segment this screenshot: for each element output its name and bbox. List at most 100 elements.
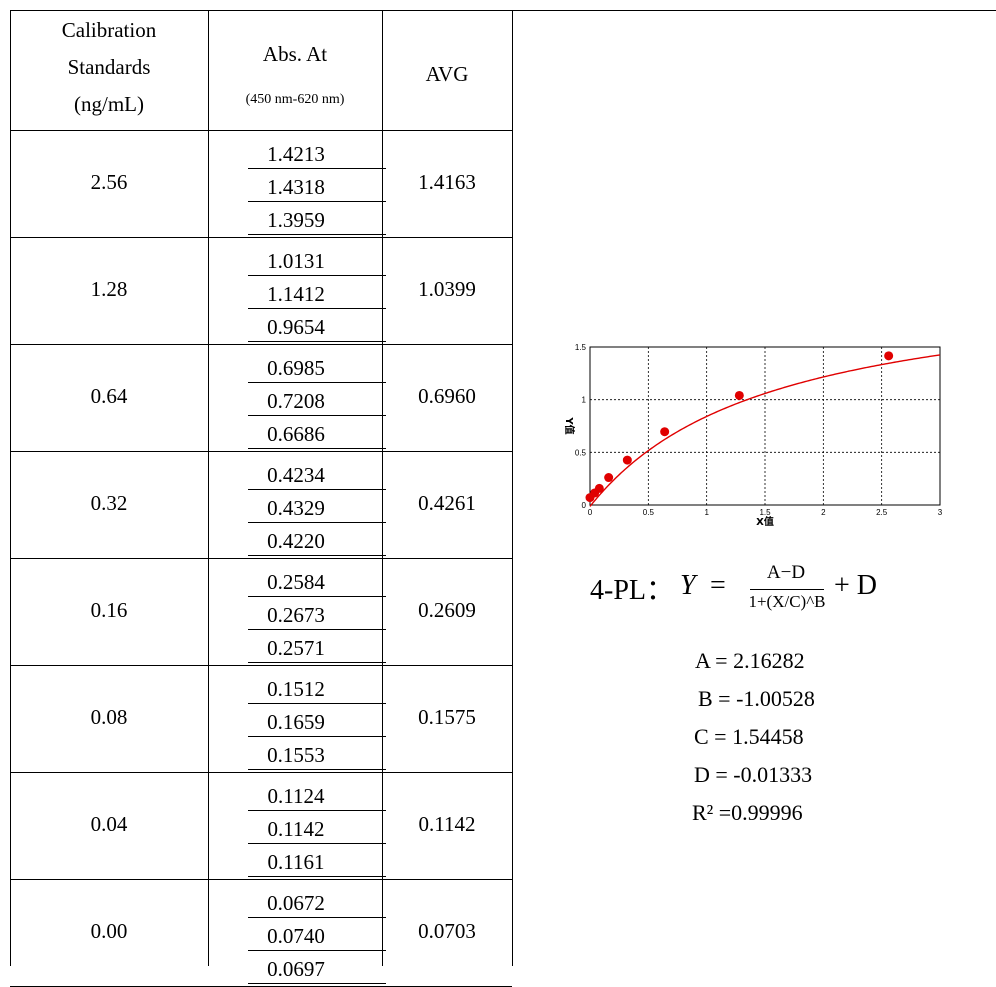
table-row-border bbox=[10, 772, 512, 773]
param-c: C = 1.54458 bbox=[694, 724, 804, 749]
table-column-border bbox=[382, 10, 383, 966]
table-row-border bbox=[10, 344, 512, 345]
x-tick-label: 0.5 bbox=[643, 508, 655, 517]
row-absorbance-value: 0.2571 bbox=[267, 636, 325, 660]
data-point bbox=[594, 483, 604, 493]
row-absorbance-value: 0.2673 bbox=[267, 603, 325, 627]
param-d: D = -0.01333 bbox=[694, 762, 813, 787]
row-absorbance-value: 0.6686 bbox=[267, 422, 325, 446]
row-absorbance-value: 0.6985 bbox=[267, 356, 325, 380]
fit-curve bbox=[589, 354, 941, 507]
row-absorbance-value: 0.0672 bbox=[267, 891, 325, 915]
fraction-bar bbox=[750, 589, 824, 590]
row-absorbance-value: 1.1412 bbox=[267, 282, 325, 306]
row-concentration: 0.32 bbox=[90, 491, 128, 515]
y-axis-label: Y值 bbox=[563, 416, 576, 434]
row-absorbance-value: 1.4213 bbox=[267, 142, 325, 166]
absorbance-underline bbox=[248, 769, 386, 770]
absorbance-underline bbox=[248, 917, 386, 918]
x-tick-label: 3 bbox=[938, 508, 943, 517]
absorbance-underline bbox=[248, 876, 386, 877]
absorbance-underline bbox=[248, 489, 386, 490]
formula-y: Y bbox=[680, 570, 696, 601]
row-absorbance-value: 1.4318 bbox=[267, 175, 325, 199]
absorbance-underline bbox=[248, 596, 386, 597]
header-avg: AVG bbox=[425, 62, 469, 86]
data-point bbox=[884, 351, 894, 361]
row-average: 0.1142 bbox=[418, 812, 476, 836]
absorbance-underline bbox=[248, 703, 386, 704]
x-axis-label: X值 bbox=[756, 515, 774, 528]
absorbance-underline bbox=[248, 341, 386, 342]
row-absorbance-value: 0.1512 bbox=[267, 677, 325, 701]
table-row-border bbox=[10, 879, 512, 880]
plot-area bbox=[589, 346, 941, 506]
formula-plus-d: + D bbox=[834, 570, 878, 601]
row-absorbance-value: 0.1124 bbox=[267, 784, 325, 808]
row-absorbance-value: 0.9654 bbox=[267, 315, 325, 339]
data-point bbox=[734, 390, 744, 400]
y-tick-label: 1 bbox=[582, 396, 587, 405]
formula-prefix: 4-PL： bbox=[590, 575, 675, 606]
row-concentration: 0.16 bbox=[90, 598, 128, 622]
absorbance-underline bbox=[248, 522, 386, 523]
x-tick-label: 2 bbox=[821, 508, 826, 517]
header-standards-line: (ng/mL) bbox=[74, 92, 144, 116]
table-row-border bbox=[10, 451, 512, 452]
absorbance-underline bbox=[248, 415, 386, 416]
row-absorbance-value: 0.1659 bbox=[267, 710, 325, 734]
absorbance-underline bbox=[248, 843, 386, 844]
row-average: 0.0703 bbox=[418, 919, 476, 943]
data-point bbox=[660, 427, 670, 437]
row-absorbance-value: 0.2584 bbox=[267, 570, 325, 594]
absorbance-underline bbox=[248, 950, 386, 951]
four-pl-formula: 4-PL： bbox=[590, 568, 674, 608]
row-absorbance-value: 1.0131 bbox=[267, 249, 325, 273]
absorbance-underline bbox=[248, 234, 386, 235]
row-concentration: 0.00 bbox=[90, 919, 128, 943]
row-absorbance-value: 0.0697 bbox=[267, 957, 325, 981]
x-tick-label: 2.5 bbox=[876, 508, 888, 517]
row-average: 0.1575 bbox=[418, 705, 476, 729]
absorbance-underline bbox=[248, 555, 386, 556]
header-standards-line: Calibration bbox=[61, 18, 157, 42]
absorbance-underline bbox=[248, 629, 386, 630]
table-row-border bbox=[10, 237, 512, 238]
row-absorbance-value: 0.4234 bbox=[267, 463, 325, 487]
table-top-border bbox=[10, 10, 996, 11]
row-average: 1.0399 bbox=[418, 277, 476, 301]
row-absorbance-value: 0.4220 bbox=[267, 529, 325, 553]
row-concentration: 0.64 bbox=[90, 384, 128, 408]
y-tick-label: 0 bbox=[582, 501, 587, 510]
table-column-border bbox=[208, 10, 209, 966]
table-column-border bbox=[10, 10, 11, 966]
header-abs-title: Abs. At bbox=[262, 42, 328, 66]
table-header-border bbox=[10, 130, 512, 131]
absorbance-underline bbox=[248, 810, 386, 811]
formula-equals: = bbox=[710, 570, 726, 601]
absorbance-underline bbox=[248, 736, 386, 737]
table-row-border bbox=[10, 558, 512, 559]
row-absorbance-value: 0.7208 bbox=[267, 389, 325, 413]
row-concentration: 1.28 bbox=[90, 277, 128, 301]
header-standards-line: Standards bbox=[67, 55, 151, 79]
table-column-border bbox=[512, 10, 513, 966]
row-concentration: 2.56 bbox=[90, 170, 128, 194]
header-abs-subtitle: (450 nm-620 nm) bbox=[245, 92, 345, 107]
y-tick-label: 1.5 bbox=[575, 343, 587, 352]
table-row-border bbox=[10, 665, 512, 666]
row-concentration: 0.08 bbox=[90, 705, 128, 729]
formula-denominator: 1+(X/C)^B bbox=[748, 592, 826, 611]
absorbance-underline bbox=[248, 275, 386, 276]
row-absorbance-value: 1.3959 bbox=[267, 208, 325, 232]
x-tick-label: 1.5 bbox=[759, 508, 771, 517]
row-average: 0.6960 bbox=[418, 384, 476, 408]
absorbance-underline bbox=[248, 448, 386, 449]
row-average: 0.4261 bbox=[418, 491, 476, 515]
param-r2: R² =0.99996 bbox=[692, 800, 803, 825]
data-point bbox=[622, 455, 632, 465]
row-average: 0.2609 bbox=[418, 598, 476, 622]
absorbance-underline bbox=[248, 168, 386, 169]
absorbance-underline bbox=[248, 201, 386, 202]
